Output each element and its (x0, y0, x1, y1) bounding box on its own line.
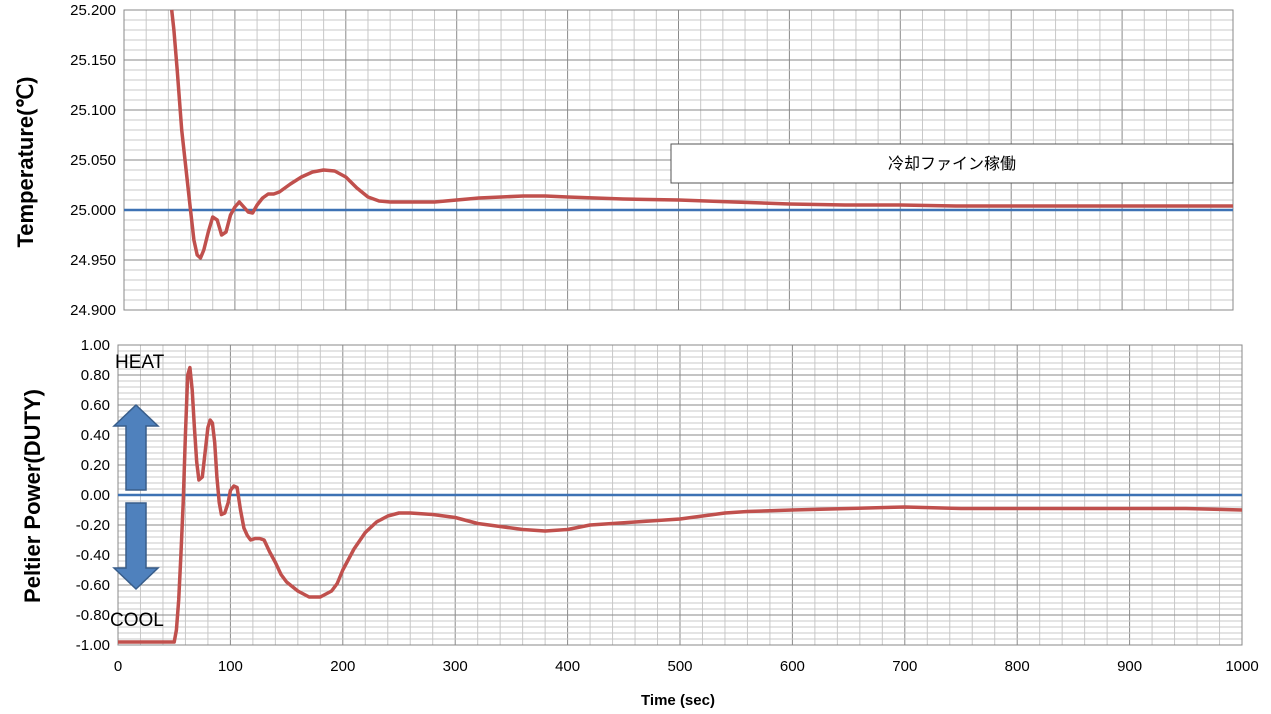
heat-cool-double-arrow (112, 403, 160, 591)
x-tick-label: 0 (114, 658, 122, 675)
peltier-series-line (118, 365, 1243, 644)
annotation-box-text: 冷却ファイン稼働 (888, 154, 1016, 173)
temperature-plot: 24.900 24.950 25.000 25.050 25.100 25.150 25.2… (13, 2, 1234, 319)
y-tick-label: 0.20 (81, 457, 110, 474)
down-arrow-icon (112, 502, 160, 591)
peltier-y-ticks: -1.00 -0.80 -0.60 -0.40 -0.20 0.00 0.20 0.40 0.6… (76, 337, 110, 654)
peltier-y-axis-label: Peltier Power(DUTY) (20, 389, 45, 603)
x-tick-label: 900 (1117, 658, 1142, 675)
x-tick-label: 1000 (1225, 658, 1258, 675)
up-arrow-icon (112, 403, 160, 491)
x-tick-label: 400 (555, 658, 580, 675)
y-tick-label: 25.050 (70, 152, 116, 169)
temperature-series-line (169, 9, 1233, 260)
y-tick-label: 0.40 (81, 427, 110, 444)
y-tick-label: 0.00 (81, 487, 110, 504)
annotation-box: 冷却ファイン稼働 (670, 143, 1234, 184)
y-tick-label: 25.000 (70, 202, 116, 219)
temperature-grid (123, 9, 1234, 311)
x-tick-label: 100 (218, 658, 243, 675)
y-tick-label: 24.900 (70, 302, 116, 319)
y-tick-label: 0.80 (81, 367, 110, 384)
cool-label: COOL (110, 610, 164, 631)
y-tick-label: 24.950 (70, 252, 116, 269)
x-tick-label: 800 (1005, 658, 1030, 675)
y-tick-label: 25.200 (70, 2, 116, 19)
temperature-y-axis-label: Temperature(℃) (13, 77, 38, 248)
peltier-plot: -1.00 -0.80 -0.60 -0.40 -0.20 0.00 0.20 0.40 0.6… (20, 337, 1259, 709)
x-axis-label: Time (sec) (641, 692, 715, 709)
y-tick-label: 25.100 (70, 102, 116, 119)
x-tick-label: 600 (780, 658, 805, 675)
y-tick-label: 0.60 (81, 397, 110, 414)
y-tick-label: -0.80 (76, 607, 110, 624)
temperature-y-ticks: 24.900 24.950 25.000 25.050 25.100 25.150 25.2… (70, 2, 116, 319)
y-tick-label: -1.00 (76, 637, 110, 654)
x-tick-label: 300 (443, 658, 468, 675)
y-tick-label: -0.20 (76, 517, 110, 534)
x-tick-label: 200 (330, 658, 355, 675)
annotation-box-frame (670, 143, 1234, 184)
y-tick-label: -0.60 (76, 577, 110, 594)
heat-label: HEAT (115, 352, 165, 373)
peltier-x-ticks: 0 100 200 300 400 500 600 700 800 900 1000 (114, 658, 1259, 675)
x-tick-label: 700 (892, 658, 917, 675)
y-tick-label: 1.00 (81, 337, 110, 354)
x-tick-label: 500 (667, 658, 692, 675)
y-tick-label: -0.40 (76, 547, 110, 564)
y-tick-label: 25.150 (70, 52, 116, 69)
